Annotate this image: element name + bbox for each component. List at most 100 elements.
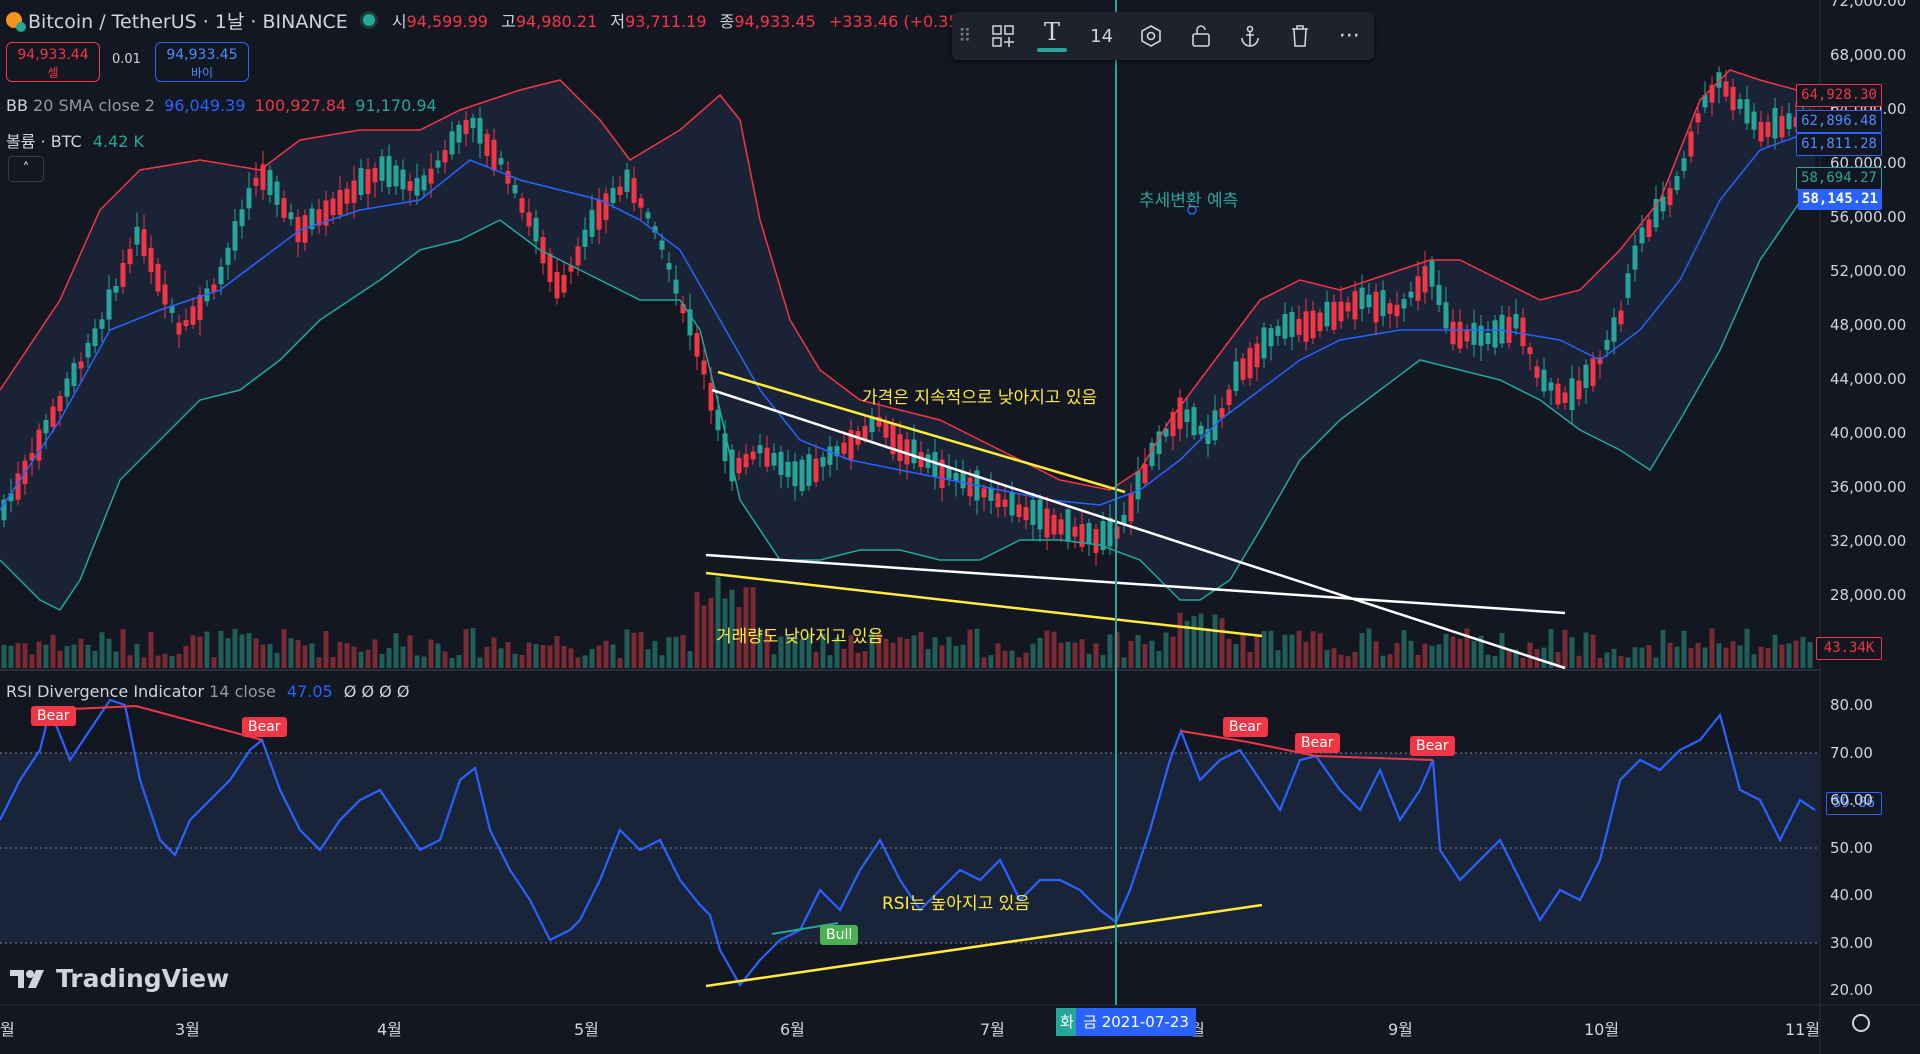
volume-bar [232,628,238,668]
volume-bar [1016,657,1022,668]
volume-bar [484,646,490,668]
bb-upper-line[interactable] [0,69,1816,491]
anchor-point[interactable] [1187,205,1197,215]
volume-bar [1506,650,1512,668]
volume-bar [1737,645,1743,668]
volume-bar [218,630,224,668]
candle-body [526,212,532,227]
volume-bar [421,656,427,668]
price-axis-tick: 52,000.00 [1830,262,1907,280]
crosshair-date-label: 금 2021-07-23 [1076,1008,1196,1036]
candle-body [8,493,14,502]
volume-falling-annotation[interactable]: 거래량도 낮아지고 있음 [716,627,884,647]
volume-bar [589,648,595,668]
candle-body [904,439,910,465]
candle-body [988,487,994,501]
volume-bar [8,645,14,668]
volume-bar [358,651,364,668]
volume-bar [190,635,196,668]
volume-bar [1205,628,1211,668]
bitcoin-icon[interactable] [6,12,26,32]
volume-bar [750,587,756,668]
volume-bar [225,638,231,668]
volume-bar [1450,636,1456,668]
more-icon[interactable]: ··· [1338,23,1360,49]
market-status-icon[interactable] [359,11,378,29]
font-size-button[interactable]: 14 [1090,25,1114,47]
bb-lower-line[interactable] [0,179,1816,611]
candle-body [1653,198,1659,228]
candle-body [491,139,497,171]
volume-bar [1436,644,1442,668]
candle-body [1373,291,1379,323]
candle-body [36,429,42,461]
sell-button[interactable]: 94,933.44 셀 [6,42,100,82]
volume-bar [1142,644,1148,668]
trash-icon[interactable] [1275,12,1325,60]
templates-icon[interactable] [978,12,1028,60]
candle-body [1576,380,1582,400]
rsi-rising-annotation[interactable]: RSI는 높아지고 있음 [882,894,1030,914]
rsi-legend[interactable]: RSI Divergence Indicator 14 close 47.05 … [6,682,409,701]
volume-bar [925,649,931,668]
volume-bar [862,651,868,668]
volume-bar [1254,633,1260,668]
candle-body [792,461,798,487]
volume-bar [1716,643,1722,668]
symbol-title[interactable]: Bitcoin / TetherUS · 1날 · BINANCE [28,10,348,33]
candle-body [1408,291,1414,298]
price-channel-lower-line[interactable] [705,553,1566,615]
candle-body [1317,312,1323,332]
bb-basis-line[interactable] [0,129,1816,511]
settings-gear-icon[interactable] [1852,1014,1870,1032]
candle-body [876,416,882,427]
volume-bar [638,631,644,668]
candle-body [820,457,826,467]
candle-body [1310,310,1316,339]
volume-bar [876,633,882,668]
volume-trendline[interactable] [705,571,1263,638]
drag-handle-icon[interactable]: ⠿ [958,25,972,47]
rsi-line[interactable] [0,698,1816,987]
candle-body [1387,303,1393,314]
volume-bar [1100,654,1106,668]
volume-bar [1541,647,1547,668]
candle-body [1639,227,1645,244]
settings-icon[interactable] [1126,12,1176,60]
volume-bar [351,646,357,668]
volume-legend[interactable]: 볼륨 · BTC 4.42 K [6,128,144,152]
trend-change-annotation[interactable]: 추세변환 예측 [1139,191,1239,211]
buy-button[interactable]: 94,933.45 바이 [155,42,249,82]
candle-body [1296,318,1302,335]
rsi-trendline[interactable] [705,903,1263,988]
candle-body [813,458,819,482]
price-channel-upper-line[interactable] [711,388,1566,670]
text-color-icon[interactable]: T [1027,12,1077,60]
candle-body [414,177,420,196]
sell-label: 셀 [47,66,59,80]
candle-body [316,209,322,226]
candle-body [1415,276,1421,301]
volume-bar [715,576,721,668]
price-falling-annotation[interactable]: 가격은 지속적으로 낮아지고 있음 [862,388,1098,408]
candlesticks[interactable] [1,66,1813,566]
candle-body [1464,329,1470,342]
candle-body [1086,522,1092,545]
bear-tag: Bear [31,706,76,726]
bb-legend[interactable]: BB 20 SMA close 2 96,049.39 100,927.84 9… [6,96,437,115]
candle-body [1163,428,1169,437]
candle-body [120,262,126,287]
lock-icon[interactable] [1176,12,1226,60]
volume-bar [1807,642,1813,668]
candle-body [617,186,623,196]
candle-body [918,452,924,468]
candle-body [372,168,378,183]
anchor-icon[interactable] [1225,12,1275,60]
bear-divergence-line [1315,755,1434,761]
candle-body [92,328,98,347]
tradingview-logo[interactable]: TradingView [10,964,229,993]
collapse-chevron-up-icon[interactable]: ˄ [8,156,44,182]
price-upper-trendline[interactable] [717,370,1126,494]
candle-body [449,131,455,155]
